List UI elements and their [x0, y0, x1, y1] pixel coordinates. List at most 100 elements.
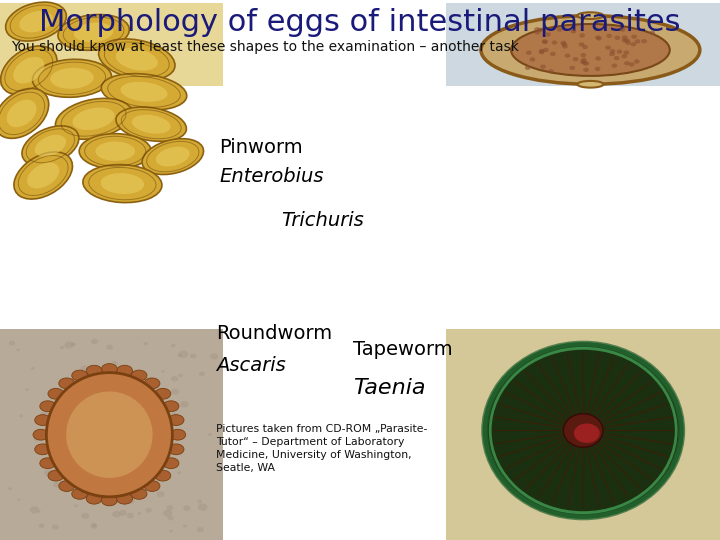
- Ellipse shape: [117, 365, 132, 376]
- Circle shape: [127, 396, 133, 401]
- Circle shape: [178, 354, 181, 357]
- Text: Enterobius: Enterobius: [220, 167, 324, 186]
- Circle shape: [180, 401, 189, 408]
- Circle shape: [537, 28, 543, 32]
- Bar: [446, 3, 720, 86]
- Ellipse shape: [577, 12, 603, 19]
- Circle shape: [560, 40, 566, 45]
- Circle shape: [197, 527, 204, 532]
- Circle shape: [199, 372, 205, 376]
- Circle shape: [562, 44, 568, 49]
- Ellipse shape: [74, 23, 113, 42]
- Ellipse shape: [120, 82, 168, 102]
- Circle shape: [44, 469, 53, 476]
- Ellipse shape: [116, 48, 158, 71]
- Circle shape: [127, 513, 134, 518]
- Circle shape: [53, 482, 60, 488]
- Ellipse shape: [40, 458, 55, 469]
- Ellipse shape: [55, 98, 132, 139]
- Circle shape: [143, 342, 148, 346]
- Ellipse shape: [59, 378, 75, 389]
- Text: Morphology of eggs of intestinal parasites: Morphology of eggs of intestinal parasit…: [40, 8, 680, 37]
- Circle shape: [579, 42, 585, 46]
- Circle shape: [72, 456, 79, 462]
- Ellipse shape: [72, 370, 88, 381]
- Ellipse shape: [144, 481, 160, 491]
- Circle shape: [562, 42, 567, 46]
- Circle shape: [614, 56, 620, 60]
- Circle shape: [106, 345, 113, 350]
- Circle shape: [526, 51, 531, 55]
- Circle shape: [543, 48, 549, 52]
- Ellipse shape: [155, 388, 171, 399]
- Ellipse shape: [1, 46, 57, 94]
- Circle shape: [52, 524, 59, 530]
- Circle shape: [595, 67, 600, 71]
- Ellipse shape: [66, 392, 153, 478]
- Circle shape: [171, 389, 179, 395]
- Circle shape: [168, 516, 174, 521]
- Circle shape: [69, 377, 77, 383]
- Circle shape: [178, 374, 183, 377]
- Circle shape: [529, 57, 535, 62]
- Circle shape: [534, 27, 540, 31]
- Circle shape: [116, 406, 121, 410]
- Ellipse shape: [95, 141, 135, 161]
- Text: You should know at least these shapes to the examination – another task: You should know at least these shapes to…: [11, 40, 518, 55]
- Ellipse shape: [102, 73, 186, 110]
- Ellipse shape: [481, 16, 700, 84]
- Circle shape: [62, 400, 70, 406]
- Circle shape: [580, 33, 585, 38]
- Ellipse shape: [13, 57, 45, 84]
- Circle shape: [130, 450, 136, 454]
- Circle shape: [625, 40, 631, 45]
- Circle shape: [138, 512, 142, 515]
- Circle shape: [614, 36, 620, 40]
- Circle shape: [542, 39, 548, 44]
- Circle shape: [171, 376, 179, 382]
- Ellipse shape: [142, 139, 204, 174]
- Circle shape: [621, 38, 627, 43]
- Bar: [0, 3, 223, 86]
- Circle shape: [540, 65, 546, 69]
- Circle shape: [624, 61, 630, 65]
- Circle shape: [170, 413, 179, 419]
- Circle shape: [596, 36, 602, 40]
- Circle shape: [150, 417, 154, 420]
- Circle shape: [9, 341, 15, 346]
- Circle shape: [622, 35, 628, 39]
- Ellipse shape: [102, 363, 117, 374]
- Ellipse shape: [79, 133, 151, 168]
- Ellipse shape: [58, 15, 130, 50]
- Circle shape: [104, 467, 111, 471]
- Circle shape: [53, 459, 58, 463]
- Circle shape: [169, 530, 173, 532]
- Circle shape: [539, 50, 544, 54]
- Ellipse shape: [14, 152, 73, 199]
- Ellipse shape: [101, 173, 144, 194]
- Circle shape: [60, 346, 64, 349]
- Ellipse shape: [83, 165, 162, 202]
- Circle shape: [539, 49, 544, 53]
- Circle shape: [69, 430, 78, 437]
- Ellipse shape: [168, 415, 184, 426]
- Ellipse shape: [485, 344, 682, 517]
- Circle shape: [583, 62, 589, 66]
- Circle shape: [183, 524, 187, 528]
- Circle shape: [99, 483, 104, 487]
- Circle shape: [65, 341, 74, 349]
- Circle shape: [545, 32, 551, 37]
- Circle shape: [33, 437, 40, 441]
- Circle shape: [610, 49, 616, 53]
- Text: Taenia: Taenia: [353, 378, 426, 398]
- Circle shape: [634, 59, 639, 64]
- Ellipse shape: [59, 481, 75, 491]
- Ellipse shape: [48, 388, 64, 399]
- Ellipse shape: [99, 39, 175, 80]
- Circle shape: [595, 36, 600, 40]
- Circle shape: [617, 50, 623, 54]
- Circle shape: [125, 497, 135, 504]
- Circle shape: [177, 471, 181, 474]
- Bar: [0, 329, 223, 540]
- Ellipse shape: [19, 11, 53, 32]
